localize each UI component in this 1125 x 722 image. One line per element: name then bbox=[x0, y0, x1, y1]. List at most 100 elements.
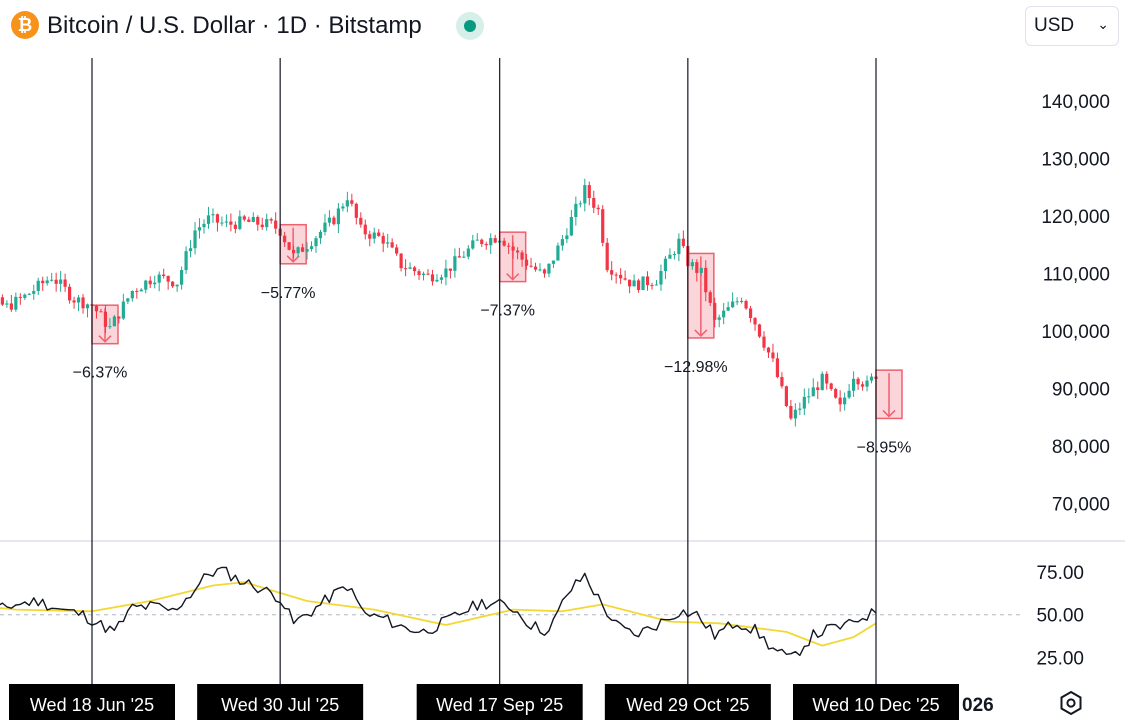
candle-body bbox=[784, 386, 788, 407]
candle-body bbox=[430, 274, 435, 282]
drop-arrow-head bbox=[694, 329, 708, 338]
candle-body bbox=[323, 222, 327, 232]
candle-body bbox=[139, 289, 143, 292]
candle-body bbox=[502, 240, 506, 246]
date-marker-label: Wed 29 Oct '25 bbox=[604, 684, 771, 720]
candle-body bbox=[350, 200, 354, 204]
candle-body bbox=[421, 273, 426, 276]
price-axis-tick-label: 110,000 bbox=[1043, 265, 1110, 286]
candle-body bbox=[444, 268, 448, 278]
candle-body bbox=[825, 373, 829, 384]
candle-body bbox=[153, 282, 157, 285]
candle-body bbox=[789, 406, 793, 419]
candle-body bbox=[126, 298, 130, 302]
candle-body bbox=[762, 336, 766, 348]
candle-body bbox=[368, 234, 372, 239]
date-marker-bg bbox=[604, 684, 771, 720]
candle-body bbox=[735, 301, 739, 303]
drop-arrow-head bbox=[98, 335, 112, 343]
candle-body bbox=[726, 307, 730, 311]
date-marker-bg bbox=[9, 684, 175, 720]
candle-body bbox=[551, 260, 556, 264]
candle-body bbox=[395, 247, 399, 254]
candle-body bbox=[188, 248, 193, 252]
candle-body bbox=[717, 317, 721, 320]
candle-body bbox=[76, 297, 81, 303]
candle-body bbox=[305, 248, 309, 252]
candle-body bbox=[524, 259, 529, 266]
candle-body bbox=[202, 223, 206, 228]
candle-body bbox=[748, 308, 753, 319]
candle-body bbox=[744, 301, 748, 309]
candle-body bbox=[780, 377, 784, 387]
date-marker-text: Wed 30 Jul '25 bbox=[221, 695, 339, 715]
candle-body bbox=[314, 238, 318, 247]
candle-body bbox=[23, 294, 27, 298]
candle-body bbox=[377, 232, 381, 236]
candle-body bbox=[386, 242, 390, 244]
candle-body bbox=[292, 249, 296, 254]
currency-select[interactable]: USD ⌄ bbox=[1025, 6, 1119, 46]
bitcoin-icon: ₿ bbox=[11, 11, 39, 39]
candle-body bbox=[372, 232, 376, 239]
candle-body bbox=[112, 316, 116, 327]
candle-body bbox=[9, 303, 13, 310]
candle-body bbox=[480, 239, 484, 245]
candle-body bbox=[820, 373, 824, 391]
candle-body bbox=[197, 227, 202, 231]
date-marker-bg bbox=[416, 684, 583, 720]
candle-body bbox=[211, 214, 215, 216]
price-axis-tick-label: 70,000 bbox=[1052, 495, 1110, 516]
candle-body bbox=[309, 246, 314, 249]
candle-body bbox=[162, 274, 166, 276]
candle-body bbox=[108, 326, 112, 328]
candle-body bbox=[206, 215, 211, 224]
candle-body bbox=[860, 384, 865, 387]
candle-body bbox=[457, 256, 461, 258]
date-marker-bg bbox=[197, 684, 364, 720]
candle-body bbox=[654, 284, 659, 286]
candle-body bbox=[287, 242, 291, 250]
candle-body bbox=[574, 203, 578, 217]
drop-percent-label: −7.37% bbox=[480, 303, 535, 320]
candle-body bbox=[484, 244, 488, 246]
candle-body bbox=[632, 280, 636, 287]
candle-body bbox=[274, 220, 278, 229]
candle-body bbox=[856, 378, 860, 385]
drop-arrow-head bbox=[286, 255, 300, 263]
candle-body bbox=[650, 285, 654, 287]
candle-body bbox=[180, 270, 184, 285]
candle-body bbox=[0, 297, 4, 305]
candle-body bbox=[36, 280, 40, 291]
candle-body bbox=[722, 310, 726, 318]
candle-body bbox=[408, 267, 412, 269]
candle-body bbox=[54, 279, 58, 284]
candle-body bbox=[18, 296, 22, 298]
candle-body bbox=[847, 390, 851, 398]
chart-settings-button[interactable] bbox=[1058, 690, 1084, 716]
candle-body bbox=[50, 279, 54, 281]
candle-body bbox=[247, 219, 251, 222]
candle-body bbox=[63, 279, 67, 287]
candle-body bbox=[520, 252, 524, 260]
candle-body bbox=[816, 387, 820, 391]
date-marker-text: Wed 29 Oct '25 bbox=[626, 695, 749, 715]
candle-body bbox=[45, 280, 49, 284]
candle-body bbox=[493, 238, 497, 243]
candle-body bbox=[708, 292, 712, 303]
date-marker-text: Wed 10 Dec '25 bbox=[812, 695, 939, 715]
candle-body bbox=[448, 268, 452, 271]
candle-body bbox=[659, 271, 663, 285]
candle-body bbox=[144, 280, 148, 290]
candle-body bbox=[731, 301, 735, 308]
candle-body bbox=[596, 207, 600, 210]
candle-body bbox=[798, 408, 802, 410]
candle-body bbox=[699, 267, 703, 273]
price-axis-tick-label: 140,000 bbox=[1041, 92, 1110, 113]
market-status-indicator[interactable] bbox=[456, 12, 484, 40]
candle-body bbox=[81, 297, 85, 309]
candle-body bbox=[802, 396, 806, 409]
drop-percent-label: −12.98% bbox=[664, 359, 728, 376]
candle-body bbox=[426, 273, 430, 275]
